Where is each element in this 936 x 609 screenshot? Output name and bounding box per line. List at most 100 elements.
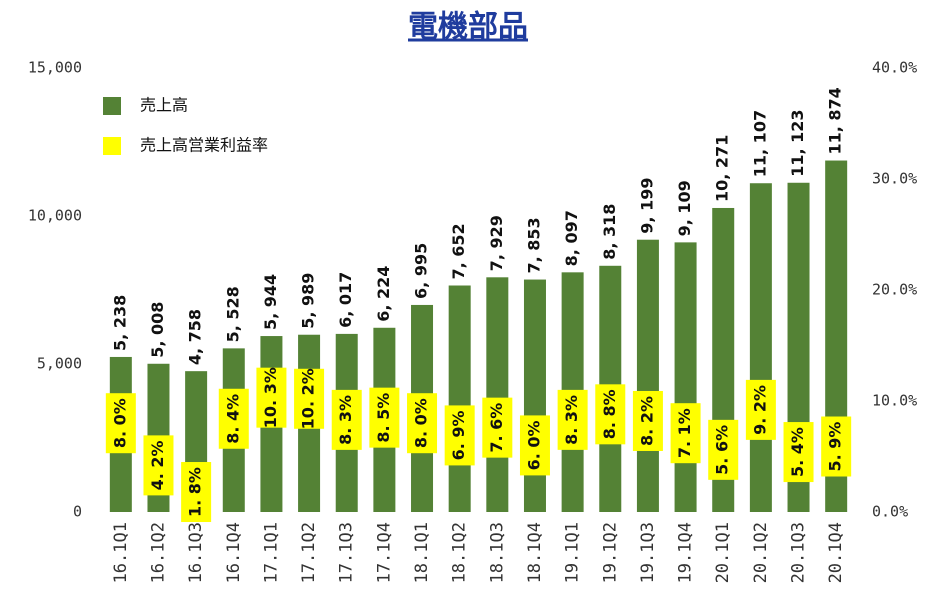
y-tick-label: 0 [73, 503, 82, 521]
rate-marker [369, 387, 400, 448]
rate-marker [745, 379, 776, 440]
bar-label: 5, 944 [261, 274, 280, 330]
bar-label: 6, 224 [374, 266, 393, 322]
rate-label: 8. 0% [412, 398, 431, 448]
bar-label: 7, 929 [487, 215, 506, 271]
y-tick-label: 15,000 [28, 59, 82, 77]
x-tick-label: 19.1Q3 [638, 522, 658, 583]
bar [636, 239, 659, 512]
bar [674, 242, 697, 512]
rate-marker [482, 397, 513, 458]
bar-label: 10, 271 [713, 135, 732, 202]
bar-label: 5, 989 [299, 273, 318, 329]
bar-label: 7, 652 [449, 223, 468, 279]
y2-tick-label: 20.0% [872, 281, 917, 299]
rate-label: 5. 4% [788, 427, 807, 477]
bar [486, 277, 509, 512]
bar-label: 5, 238 [110, 295, 129, 351]
legend-swatch [103, 137, 121, 155]
rate-label: 10. 2% [299, 368, 318, 429]
bar-label: 8, 097 [562, 210, 581, 266]
rate-marker [821, 416, 852, 477]
x-tick-label: 16.1Q3 [186, 522, 206, 583]
rate-marker [256, 367, 287, 428]
rate-label: 6. 9% [449, 410, 468, 460]
y2-tick-label: 10.0% [872, 392, 917, 410]
legend-label: 売上高営業利益率 [140, 136, 268, 155]
x-tick-label: 20.1Q3 [789, 522, 809, 583]
bar-label: 11, 874 [826, 87, 845, 154]
x-tick-label: 18.1Q1 [412, 522, 432, 583]
x-tick-label: 17.1Q1 [261, 522, 281, 583]
x-tick-label: 18.1Q4 [525, 522, 545, 583]
x-tick-label: 18.1Q3 [487, 522, 507, 583]
bar-label: 9, 109 [675, 180, 694, 236]
chart-title: 電機部品 [408, 10, 528, 45]
bar-label: 4, 758 [186, 309, 205, 365]
bar [523, 279, 546, 512]
rate-label: 8. 2% [637, 396, 656, 446]
y2-tick-label: 40.0% [872, 59, 917, 77]
rate-label: 10. 3% [261, 367, 280, 428]
y-tick-label: 5,000 [37, 355, 82, 373]
rate-label: 8. 8% [600, 389, 619, 439]
x-tick-label: 17.1Q2 [299, 522, 319, 583]
bar-label: 9, 199 [637, 178, 656, 234]
rate-label: 8. 3% [336, 395, 355, 445]
rate-label: 8. 3% [562, 395, 581, 445]
rate-marker [218, 388, 249, 449]
rate-marker [105, 393, 136, 454]
rate-marker [294, 368, 325, 429]
rate-label: 8. 5% [374, 393, 393, 443]
bar-label: 5, 528 [223, 286, 242, 342]
bar-label: 11, 107 [750, 110, 769, 177]
bar-label: 11, 123 [788, 109, 807, 176]
rate-label: 5. 9% [826, 422, 845, 472]
rate-label: 5. 6% [713, 425, 732, 475]
rate-marker [444, 405, 475, 466]
rate-label: 8. 4% [223, 394, 242, 444]
x-tick-label: 17.1Q4 [374, 522, 394, 583]
x-tick-label: 16.1Q1 [111, 522, 131, 583]
y2-tick-label: 0.0% [872, 503, 908, 521]
bar [749, 183, 772, 513]
rate-marker [331, 389, 362, 450]
rate-label: 4. 2% [148, 440, 167, 490]
rate-marker [783, 422, 814, 483]
bar [448, 285, 471, 512]
x-tick-label: 18.1Q2 [450, 522, 470, 583]
rate-label: 1. 8% [186, 467, 205, 517]
x-tick-label: 16.1Q4 [224, 522, 244, 583]
x-tick-label: 19.1Q4 [676, 522, 696, 583]
x-tick-label: 20.1Q4 [826, 522, 846, 583]
bar-label: 8, 318 [600, 204, 619, 260]
rate-marker [519, 415, 550, 476]
rate-label: 9. 2% [750, 385, 769, 435]
x-tick-label: 19.1Q2 [600, 522, 620, 583]
legend-swatch [103, 97, 121, 115]
bar-label: 6, 017 [336, 272, 355, 328]
x-tick-label: 20.1Q1 [713, 522, 733, 583]
bar-label: 7, 853 [524, 217, 543, 273]
legend-label: 売上高 [140, 96, 188, 115]
rate-label: 7. 1% [675, 408, 694, 458]
rate-marker [632, 390, 663, 451]
y2-tick-label: 30.0% [872, 170, 917, 188]
rate-marker [181, 462, 212, 523]
bar-label: 5, 008 [148, 302, 167, 358]
x-tick-label: 16.1Q2 [148, 522, 168, 583]
rate-marker [595, 384, 626, 445]
rate-marker [143, 435, 174, 496]
y-tick-label: 10,000 [28, 207, 82, 225]
bar-label: 6, 995 [412, 243, 431, 299]
x-tick-label: 17.1Q3 [337, 522, 357, 583]
rate-label: 7. 6% [487, 403, 506, 453]
rate-marker [557, 389, 588, 450]
rate-marker [407, 393, 438, 454]
x-tick-label: 20.1Q2 [751, 522, 771, 583]
rate-marker [708, 419, 739, 480]
rate-label: 8. 0% [110, 398, 129, 448]
x-tick-label: 19.1Q1 [563, 522, 583, 583]
rate-marker [670, 403, 701, 464]
